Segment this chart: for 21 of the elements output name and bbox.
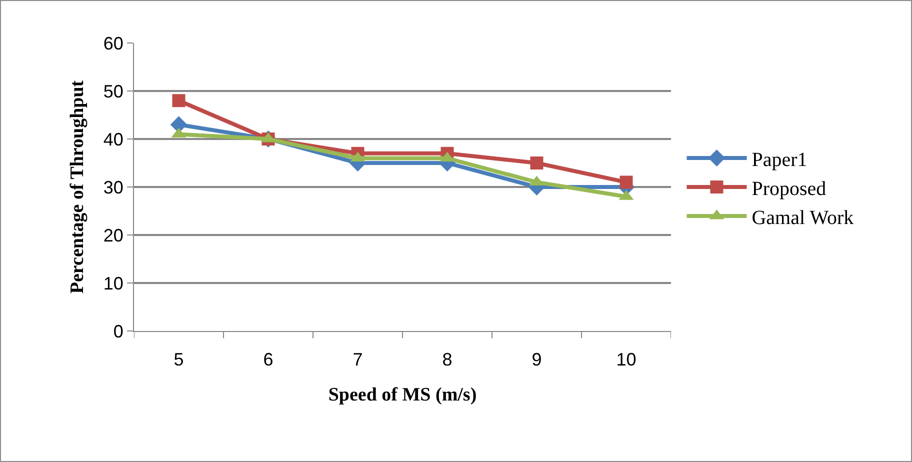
point [530,156,544,170]
x-axis-title: Speed of MS (m/s) [328,384,477,406]
legend-label: Proposed [752,178,826,200]
x-tick-label: 10 [616,350,636,370]
y-tick-label: 40 [103,129,124,150]
y-tick-label: 50 [103,81,124,102]
y-tick-label: 30 [103,177,124,198]
y-tick-label: 0 [113,321,124,342]
x-tick-label: 8 [442,350,452,370]
x-tick-label: 9 [532,350,542,370]
point [620,176,633,189]
legend-label: Paper1 [752,148,808,171]
x-tick-label: 7 [352,350,363,370]
y-tick-label: 60 [103,33,124,54]
y-axis-title: Percentage of Throughput [67,80,88,294]
y-tick-label: 20 [103,225,124,246]
y-tick-label: 10 [103,273,124,294]
x-tick-label: 5 [174,350,184,370]
x-tick-label: 6 [263,350,274,370]
point [172,94,186,108]
legend-label: Gamal Work [752,206,854,229]
